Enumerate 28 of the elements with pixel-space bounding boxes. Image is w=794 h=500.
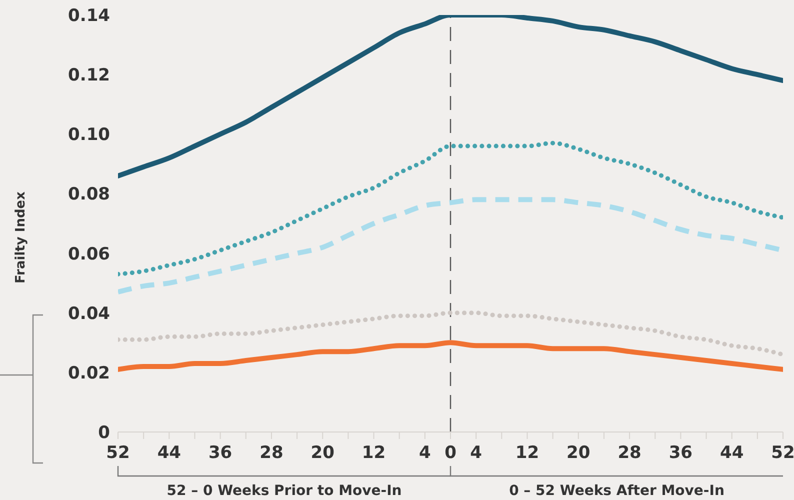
x-tick-label: 36 xyxy=(208,443,232,463)
x-tick-label: 20 xyxy=(566,443,590,463)
y-tick-label: 0.12 xyxy=(68,66,110,86)
y-tick-label: 0 xyxy=(98,423,110,444)
x-tick-label: 0 xyxy=(444,443,457,463)
y-tick-label: 0.10 xyxy=(68,125,110,146)
y-tick-label: 0.02 xyxy=(68,363,110,384)
text: 52 – 0 Weeks Prior to Move-In xyxy=(166,483,402,499)
x-tick-label: 28 xyxy=(260,443,284,463)
x-tick-label: 20 xyxy=(310,443,335,463)
y-tick-label: 0.08 xyxy=(68,184,110,205)
x-tick-label: 12 xyxy=(515,443,540,463)
line-series xyxy=(118,140,783,276)
line-series xyxy=(118,310,783,357)
y-tick-label: 0.14 xyxy=(68,6,110,26)
x-tick-label: 44 xyxy=(157,443,182,463)
x-tick-label: 12 xyxy=(362,443,386,463)
x-tick-label: 52 xyxy=(771,443,794,463)
y-tick-label: 0.04 xyxy=(68,304,110,324)
y-axis-title: Frailty Index xyxy=(14,190,29,284)
x-tick-label: 28 xyxy=(618,443,642,463)
x-tick-label: 36 xyxy=(668,443,693,463)
x-tick-label: 44 xyxy=(720,443,744,463)
y-tick-label: 0.06 xyxy=(68,244,110,264)
x-tick-label: 52 xyxy=(106,443,130,463)
text: 0 – 52 Weeks After Move-In xyxy=(509,483,724,499)
x-tick-label: 4 xyxy=(470,443,482,463)
x-tick-label: 4 xyxy=(419,443,431,463)
